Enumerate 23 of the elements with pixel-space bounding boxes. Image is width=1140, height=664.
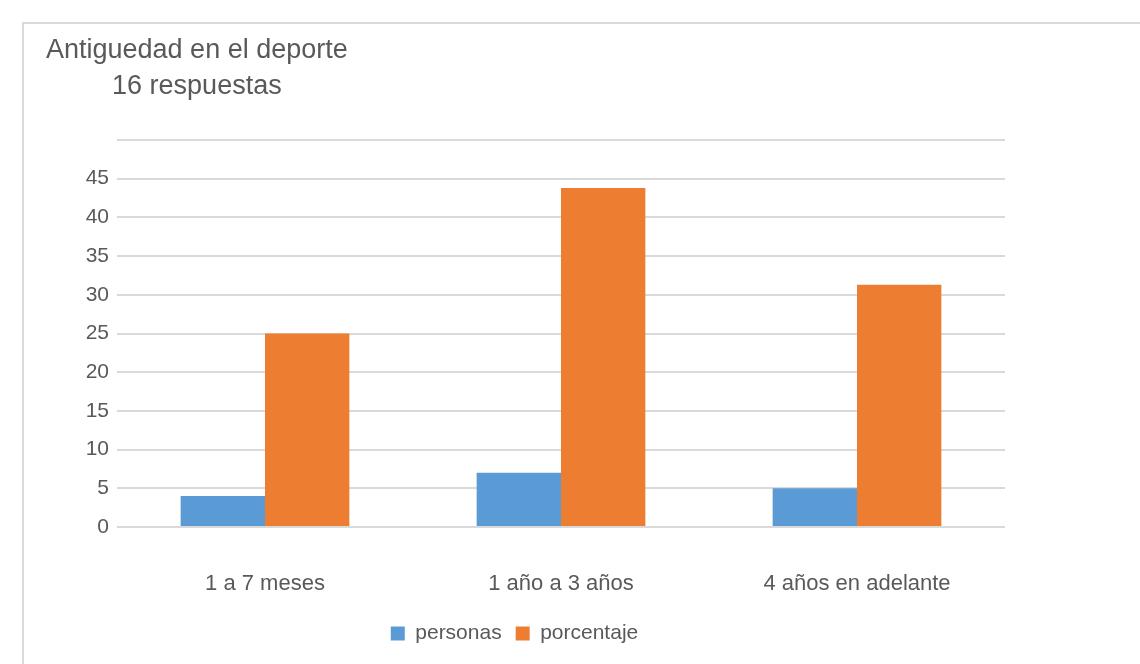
y-tick-label: 15 xyxy=(85,397,109,421)
y-tick-label: 30 xyxy=(85,281,109,305)
chart-subtitle: 16 respuestas xyxy=(111,69,283,102)
y-tick-label: 25 xyxy=(85,320,109,344)
x-tick-label: 1 año a 3 años xyxy=(488,570,634,596)
x-tick-label: 1 a 7 meses xyxy=(205,570,325,596)
chart-title: Antiguedad en el deporte xyxy=(46,33,348,66)
y-tick-label: 5 xyxy=(97,475,109,499)
bar xyxy=(180,496,265,526)
y-tick-label: 10 xyxy=(85,436,109,460)
y-tick-label: 45 xyxy=(85,165,109,189)
bar xyxy=(476,472,561,526)
legend-label: porcentaje xyxy=(540,620,639,644)
bar xyxy=(772,488,857,526)
bar xyxy=(265,333,350,526)
x-tick-label: 4 años en adelante xyxy=(763,570,951,596)
y-tick-label: 40 xyxy=(85,204,109,228)
y-tick-label: 35 xyxy=(85,242,109,266)
legend-label: personas xyxy=(415,620,502,644)
bar xyxy=(857,284,942,526)
bar xyxy=(561,187,646,526)
y-tick-label: 20 xyxy=(85,359,109,382)
y-tick-label: 0 xyxy=(97,513,109,537)
